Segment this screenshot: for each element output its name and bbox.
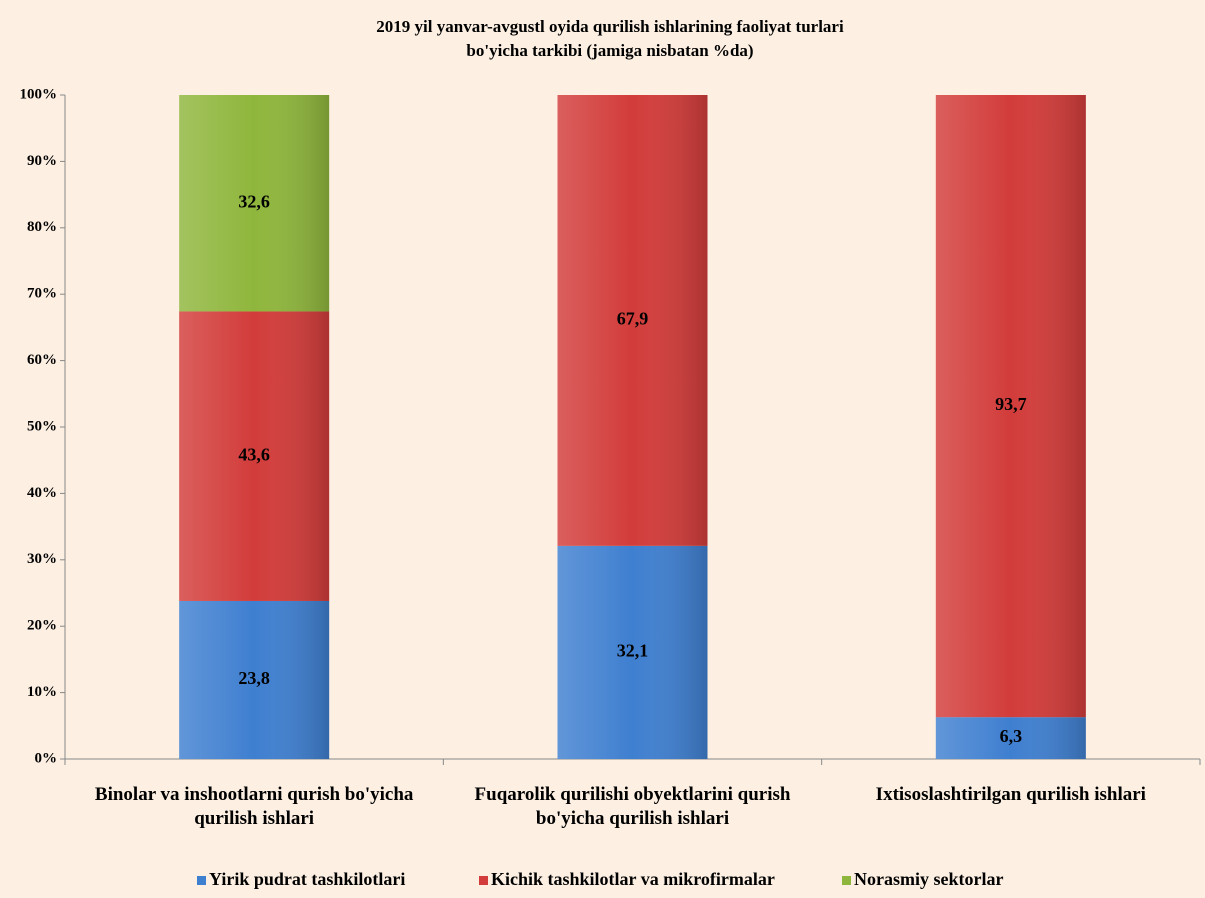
bar-shade [935, 95, 1086, 718]
y-tick-label: 60% [27, 352, 57, 368]
y-tick-label: 0% [35, 750, 58, 766]
data-label: 32,6 [238, 191, 270, 211]
legend-swatch [479, 876, 488, 885]
data-label: 67,9 [617, 309, 649, 329]
y-tick-label: 20% [27, 618, 57, 634]
y-tick-label: 30% [27, 551, 57, 567]
y-tick-label: 40% [27, 485, 57, 501]
chart-title: bo'yicha tarkibi (jamiga nisbatan %da) [466, 41, 753, 60]
bar-shade [557, 545, 708, 759]
y-tick-label: 50% [27, 418, 57, 434]
y-tick-label: 90% [27, 153, 57, 169]
data-label: 6,3 [1000, 726, 1023, 746]
data-label: 23,8 [238, 668, 270, 688]
data-label: 93,7 [995, 394, 1027, 414]
bar-shade [557, 95, 708, 546]
y-tick-label: 100% [20, 86, 58, 102]
y-tick-label: 70% [27, 286, 57, 302]
bar-shade [179, 311, 330, 601]
legend-label: Yirik pudrat tashkilotlari [209, 869, 405, 889]
legend-swatch [197, 876, 206, 885]
chart-title: 2019 yil yanvar-avgustl oyida qurilish i… [376, 17, 844, 36]
x-tick-label: Fuqarolik qurilishi obyektlarini qurish … [474, 784, 791, 829]
y-tick-label: 10% [27, 684, 57, 700]
legend-swatch [842, 876, 851, 885]
x-tick-label: Binolar va inshootlarni qurish bo'yicha … [94, 784, 414, 829]
legend-label: Norasmiy sektorlar [854, 869, 1003, 889]
legend-label: Kichik tashkilotlar va mikrofirmalar [491, 869, 775, 889]
data-label: 43,6 [238, 444, 270, 464]
data-label: 32,1 [617, 641, 649, 661]
bar-shade [179, 600, 330, 759]
x-tick-label: Ixtisoslashtirilgan qurilish ishlari [875, 784, 1146, 805]
y-tick-label: 80% [27, 219, 57, 235]
bar-shade [179, 95, 330, 312]
bar-shade [935, 717, 1086, 759]
